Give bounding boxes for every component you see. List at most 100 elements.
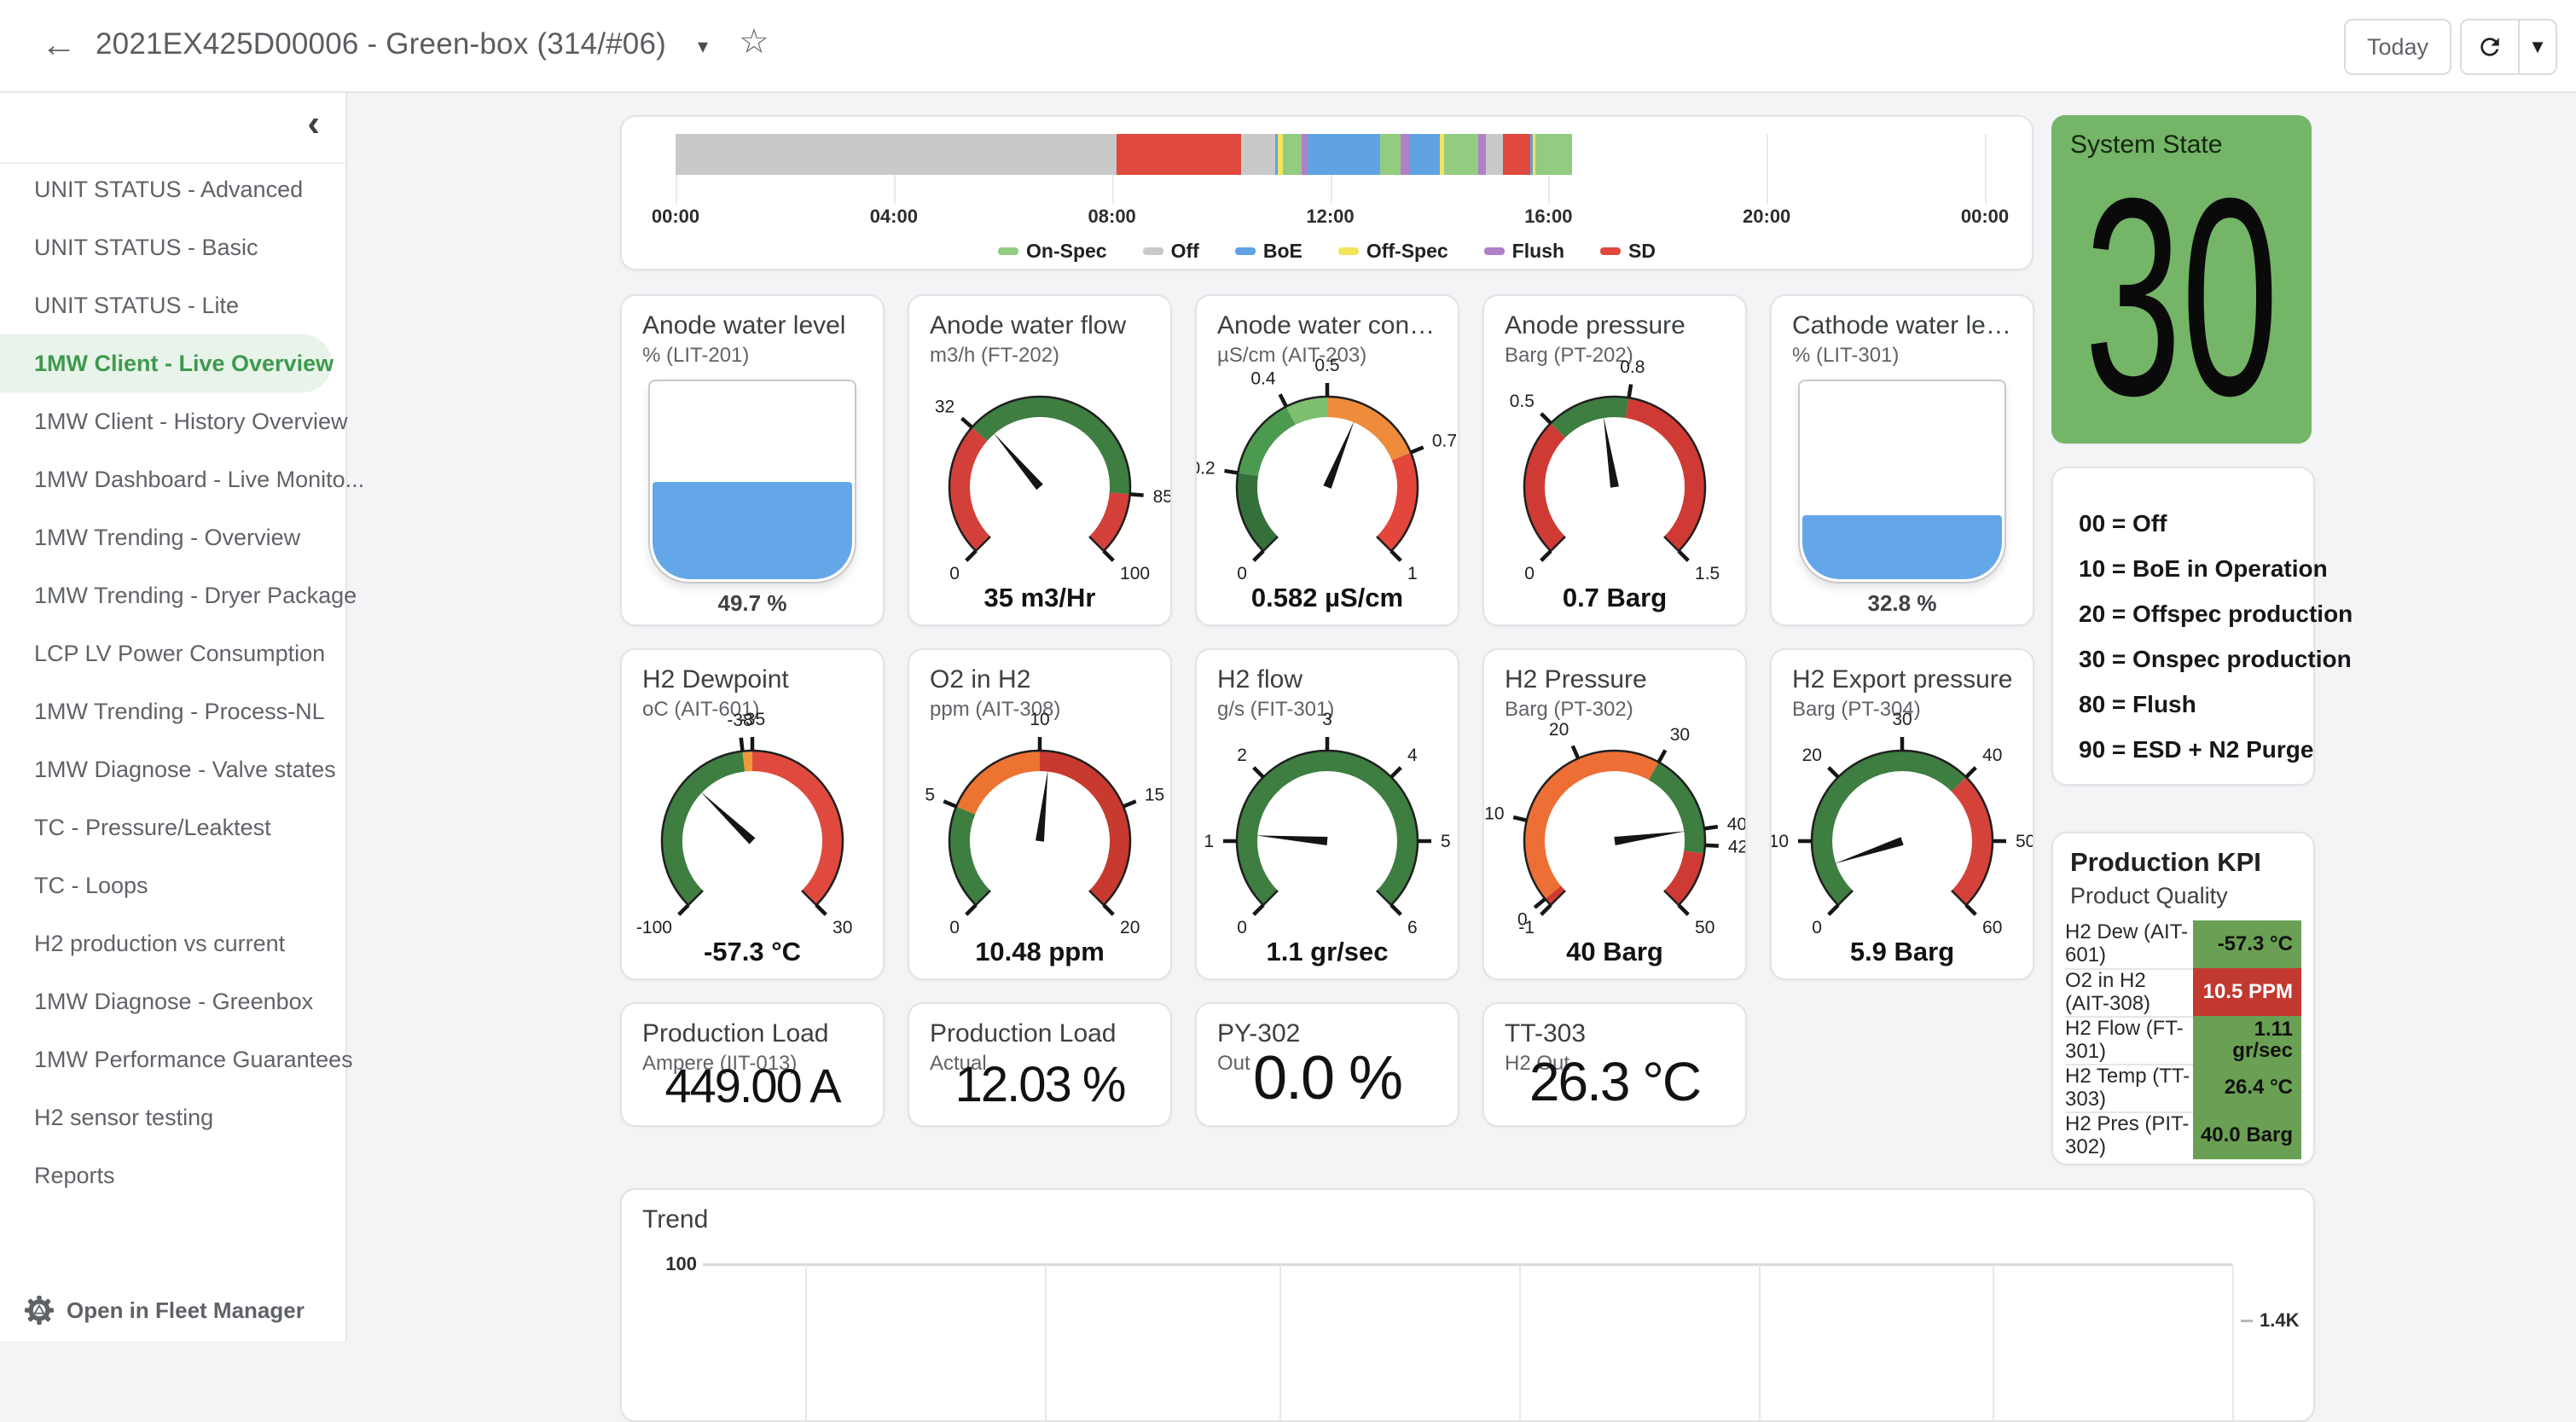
kpi-row: O2 in H2 (AIT-308)10.5 PPM — [2065, 968, 2301, 1016]
sidebar-item[interactable]: 1MW Diagnose - Valve states — [0, 740, 345, 798]
legend-label: Off-Spec — [1366, 240, 1448, 263]
star-icon[interactable]: ☆ — [739, 22, 769, 61]
system-state-value: 30 — [2101, 156, 2262, 438]
timeline-segment-sd — [1503, 134, 1530, 175]
timeline-tick-label: 12:00 — [1288, 206, 1373, 228]
svg-text:0.4: 0.4 — [1250, 369, 1276, 389]
kpi-row-value: -57.3 °C — [2193, 920, 2301, 968]
svg-text:0.5: 0.5 — [1510, 392, 1535, 411]
gauge-value: 10.48 ppm — [975, 937, 1105, 966]
dashboard-title[interactable]: 2021EX425D00006 - Green-box (314/#06) — [96, 27, 666, 61]
svg-text:0: 0 — [1517, 909, 1528, 929]
svg-text:0: 0 — [949, 918, 960, 937]
sidebar-item[interactable]: H2 production vs current — [0, 914, 345, 972]
gauge-value: 1.1 gr/sec — [1266, 937, 1388, 966]
svg-text:10: 10 — [1484, 804, 1504, 823]
kpi-row-value: 26.4 °C — [2193, 1064, 2301, 1111]
svg-text:1: 1 — [1204, 832, 1214, 851]
timeline-tick-label: 16:00 — [1506, 206, 1591, 228]
sidebar-item[interactable]: UNIT STATUS - Advanced — [0, 160, 345, 218]
py-302-out-card: PY-302 Out 0.0 % — [1195, 1002, 1459, 1127]
svg-text:1: 1 — [1407, 564, 1418, 583]
sidebar-item[interactable]: 1MW Trending - Dryer Package — [0, 566, 345, 624]
gauge-title: Anode water conduc... — [1217, 311, 1441, 340]
svg-text:-35: -35 — [740, 710, 765, 729]
svg-text:0: 0 — [1812, 918, 1822, 937]
legend-item-sd[interactable]: SD — [1600, 240, 1656, 263]
refresh-icon[interactable] — [2462, 20, 2520, 73]
cathode-water-level-card: Cathode water level% (LIT-301)32.8 % — [1770, 294, 2034, 626]
open-fleet-manager-link[interactable]: Open in Fleet Manager — [24, 1295, 305, 1326]
tank-water-fill — [1802, 515, 2002, 579]
svg-text:6: 6 — [1407, 918, 1418, 937]
sidebar-item[interactable]: 1MW Performance Guarantees — [0, 1030, 345, 1088]
open-fleet-manager-label: Open in Fleet Manager — [67, 1297, 305, 1324]
svg-text:0.5: 0.5 — [1314, 356, 1339, 375]
sidebar-item[interactable]: 1MW Client - History Overview — [0, 392, 345, 450]
o2-in-h2-card: O2 in H2ppm (AIT-308)0510152010.48 ppm — [908, 648, 1172, 980]
legend-swatch — [1235, 247, 1256, 255]
svg-text:40: 40 — [1982, 746, 2002, 765]
gauge-title: H2 Dewpoint — [642, 665, 789, 694]
production-kpi-panel: Production KPI Product Quality H2 Dew (A… — [2051, 832, 2315, 1165]
gauge-chart: 0510152010.48 ppm — [909, 694, 1170, 978]
sidebar-item[interactable]: LCP LV Power Consumption — [0, 624, 345, 682]
state-code-row: 20 = Offspec production — [2053, 591, 2313, 636]
gauge-value: 5.9 Barg — [1850, 937, 1954, 966]
sidebar-item[interactable]: UNIT STATUS - Basic — [0, 218, 345, 276]
sidebar-item[interactable]: TC - Loops — [0, 856, 345, 914]
timeline-tick-label: 20:00 — [1724, 206, 1809, 228]
svg-text:3: 3 — [1322, 710, 1332, 729]
time-range-button[interactable]: Today — [2344, 19, 2451, 75]
kpi-row-value: 40.0 Barg — [2193, 1111, 2301, 1159]
sidebar-item[interactable]: Reports — [0, 1146, 345, 1204]
gauge-title: O2 in H2 — [930, 665, 1030, 694]
svg-text:50: 50 — [2016, 832, 2033, 851]
timeline-segment-on-spec — [1535, 134, 1572, 175]
state-code-legend-panel: 00 = Off10 = BoE in Operation20 = Offspe… — [2051, 467, 2315, 786]
sidebar-item[interactable]: UNIT STATUS - Lite — [0, 276, 345, 334]
sidebar-item[interactable]: 1MW Client - Live Overview — [0, 334, 332, 392]
refresh-icon-glyph — [2476, 33, 2503, 61]
legend-item-flush[interactable]: Flush — [1484, 240, 1564, 263]
legend-swatch — [998, 247, 1018, 255]
back-icon[interactable]: ← — [41, 24, 77, 65]
legend-item-boe[interactable]: BoE — [1235, 240, 1303, 263]
timeline-segment-boe — [1409, 134, 1441, 175]
chevron-down-icon[interactable]: ▾ — [698, 34, 708, 59]
gauge-title: Anode water flow — [930, 311, 1126, 340]
gauge-value: -57.3 °C — [704, 937, 801, 966]
kpi-subtitle: Product Quality — [2070, 883, 2228, 909]
legend-item-off-spec[interactable]: Off-Spec — [1338, 240, 1448, 263]
production-load-ampere-card: Production Load Ampere (IIT-013) 449.00 … — [620, 1002, 885, 1127]
trend-gridline — [703, 1263, 2232, 1266]
svg-text:85: 85 — [1153, 487, 1170, 507]
legend-item-off[interactable]: Off — [1143, 240, 1199, 263]
sidebar-item[interactable]: 1MW Dashboard - Live Monito... — [0, 450, 345, 508]
sidebar-item[interactable]: 1MW Trending - Process-NL — [0, 682, 345, 740]
tt-303-h2-out-card: TT-303 H2 Out 26.3 °C — [1482, 1002, 1747, 1127]
tank-subtitle: % (LIT-301) — [1792, 344, 1899, 368]
legend-item-on-spec[interactable]: On-Spec — [998, 240, 1107, 263]
trend-gridline — [1519, 1265, 1521, 1420]
svg-text:10: 10 — [1772, 832, 1789, 851]
gauge-chart: 00.20.40.50.7510.582 µS/cm — [1197, 340, 1458, 624]
sidebar-item[interactable]: 1MW Diagnose - Greenbox — [0, 972, 345, 1030]
sidebar-item[interactable]: TC - Pressure/Leaktest — [0, 798, 345, 856]
timeline-segment-flush — [1478, 134, 1486, 175]
gauge-title: Anode pressure — [1505, 311, 1685, 340]
gauge-title: H2 Pressure — [1505, 665, 1647, 694]
svg-text:5: 5 — [1441, 832, 1451, 851]
sidebar-item[interactable]: 1MW Trending - Overview — [0, 508, 345, 566]
svg-text:0: 0 — [1237, 918, 1247, 937]
refresh-interval-caret-icon[interactable]: ▼ — [2520, 36, 2556, 58]
sidebar-item[interactable]: H2 sensor testing — [0, 1088, 345, 1146]
kpi-row-label: H2 Flow (FT-301) — [2065, 1016, 2193, 1064]
sidebar-collapse-icon[interactable]: ‹ — [307, 105, 320, 142]
svg-text:30: 30 — [833, 918, 852, 937]
legend-label: Off — [1171, 240, 1199, 263]
trend-panel: Trend 100 1.4K — [620, 1188, 2315, 1422]
legend-swatch — [1338, 247, 1359, 255]
legend-swatch — [1484, 247, 1505, 255]
svg-text:0.8: 0.8 — [1620, 357, 1645, 377]
